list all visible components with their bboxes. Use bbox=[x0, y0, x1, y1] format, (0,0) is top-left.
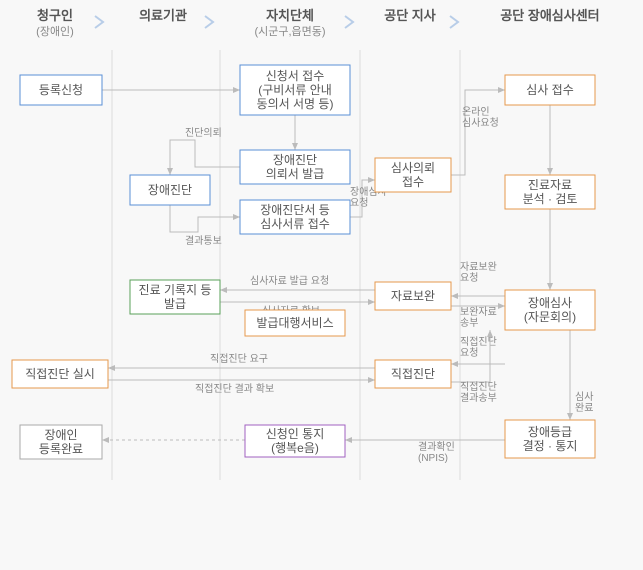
column-header: 공단 지사 bbox=[384, 8, 435, 23]
node-label: 등록신청 bbox=[39, 83, 83, 97]
flow-node-records: 진료 기록지 등발급 bbox=[130, 280, 220, 314]
edge-label: 직접진단 bbox=[460, 336, 497, 348]
flow-node-accept: 심사 접수 bbox=[505, 75, 595, 105]
node-label: (구비서류 안내 bbox=[258, 83, 332, 97]
edge-label: 요청 bbox=[460, 272, 478, 284]
node-label: 직접진단 실시 bbox=[25, 367, 95, 381]
edge-label: 송부 bbox=[460, 317, 478, 329]
column-header: 공단 장애심사센터 bbox=[500, 8, 599, 23]
edge-label: 직접진단 요구 bbox=[210, 353, 268, 365]
flow-node-reviewreq: 심사의뢰접수 bbox=[375, 158, 451, 192]
flow-node-receipt: 신청서 접수(구비서류 안내동의서 서명 등) bbox=[240, 65, 350, 115]
node-label: 진료자료 bbox=[528, 178, 572, 192]
flow-node-diag: 장애진단 bbox=[130, 175, 210, 205]
column-subheader: (시군구,읍면동) bbox=[254, 25, 325, 38]
flow-node-docrecv: 장애진단서 등심사서류 접수 bbox=[240, 200, 350, 234]
column-header: 청구인 bbox=[37, 8, 73, 23]
node-label: 결정 · 통지 bbox=[523, 439, 578, 453]
node-label: 발급 bbox=[164, 297, 186, 311]
node-label: (자문회의) bbox=[524, 310, 576, 324]
flow-node-supplement: 자료보완 bbox=[375, 282, 451, 310]
node-label: 장애등급 bbox=[528, 425, 572, 439]
edge-label: 결과송부 bbox=[460, 392, 497, 404]
node-label: 장애진단 bbox=[273, 153, 317, 167]
flow-node-directexam: 직접진단 실시 bbox=[12, 360, 108, 388]
edge-label: 완료 bbox=[575, 402, 593, 414]
node-label: 동의서 서명 등) bbox=[257, 97, 334, 111]
edge-label: 결과통보 bbox=[185, 235, 222, 247]
node-label: 자료보완 bbox=[391, 289, 435, 303]
edge-label: (NPIS) bbox=[418, 453, 448, 464]
flowchart-svg: 청구인 (장애인) 의료기관 자치단체 (시군구,읍면동) 공단 지사 공단 장애심사센터진… bbox=[0, 0, 643, 570]
node-label: 의뢰서 발급 bbox=[266, 167, 325, 181]
node-label: 분석 · 검토 bbox=[523, 192, 578, 206]
edge-label: 요청 bbox=[350, 197, 368, 209]
node-label: (행복e음) bbox=[271, 440, 319, 455]
flow-node-decision: 장애등급결정 · 통지 bbox=[505, 420, 595, 458]
edge-label: 직접진단 bbox=[460, 381, 497, 393]
column-header: 의료기관 bbox=[139, 8, 187, 23]
flow-node-complete: 장애인등록완료 bbox=[20, 425, 102, 459]
node-label: 신청서 접수 bbox=[266, 69, 325, 83]
node-label: 심사서류 접수 bbox=[260, 217, 330, 231]
edge-label: 심사 bbox=[575, 391, 593, 403]
node-label: 장애인 bbox=[44, 428, 77, 442]
edge-label: 결과확인 bbox=[418, 441, 455, 453]
node-label: 발급대행서비스 bbox=[256, 315, 333, 330]
node-label: 장애심사 bbox=[528, 296, 572, 310]
flowchart-canvas: 청구인 (장애인) 의료기관 자치단체 (시군구,읍면동) 공단 지사 공단 장애심사센터진… bbox=[0, 0, 643, 570]
flow-node-direct: 직접진단 bbox=[375, 360, 451, 388]
edge-label: 심사요청 bbox=[462, 117, 499, 129]
flow-node-analysis: 진료자료분석 · 검토 bbox=[505, 175, 595, 209]
edge-label: 진단의뢰 bbox=[185, 127, 222, 139]
node-label: 접수 bbox=[402, 175, 424, 189]
edge-label: 온라인 bbox=[462, 106, 490, 118]
flow-node-proxy: 발급대행서비스 bbox=[245, 310, 345, 336]
node-label: 진료 기록지 등 bbox=[139, 283, 212, 297]
flow-node-review: 장애심사(자문회의) bbox=[505, 290, 595, 330]
node-label: 등록완료 bbox=[39, 442, 83, 456]
edge-label: 심사자료 발급 요청 bbox=[250, 275, 329, 287]
node-label: 심사 접수 bbox=[526, 83, 574, 97]
node-label: 직접진단 bbox=[391, 367, 435, 381]
node-label: 신청인 통지 bbox=[266, 427, 325, 441]
node-label: 심사의뢰 bbox=[391, 161, 435, 175]
edge-label: 자료보완 bbox=[460, 261, 497, 273]
flow-node-notify: 신청인 통지(행복e음) bbox=[245, 425, 345, 457]
column-subheader: (장애인) bbox=[36, 25, 74, 38]
edge-label: 요청 bbox=[460, 347, 478, 359]
flow-node-referral: 장애진단의뢰서 발급 bbox=[240, 150, 350, 184]
node-label: 장애진단서 등 bbox=[260, 203, 330, 217]
node-label: 장애진단 bbox=[148, 183, 192, 197]
edge-label: 직접진단 결과 확보 bbox=[195, 383, 274, 395]
flow-node-apply: 등록신청 bbox=[20, 75, 102, 105]
column-header: 자치단체 bbox=[266, 8, 314, 23]
edge-label: 보완자료 bbox=[460, 306, 497, 318]
